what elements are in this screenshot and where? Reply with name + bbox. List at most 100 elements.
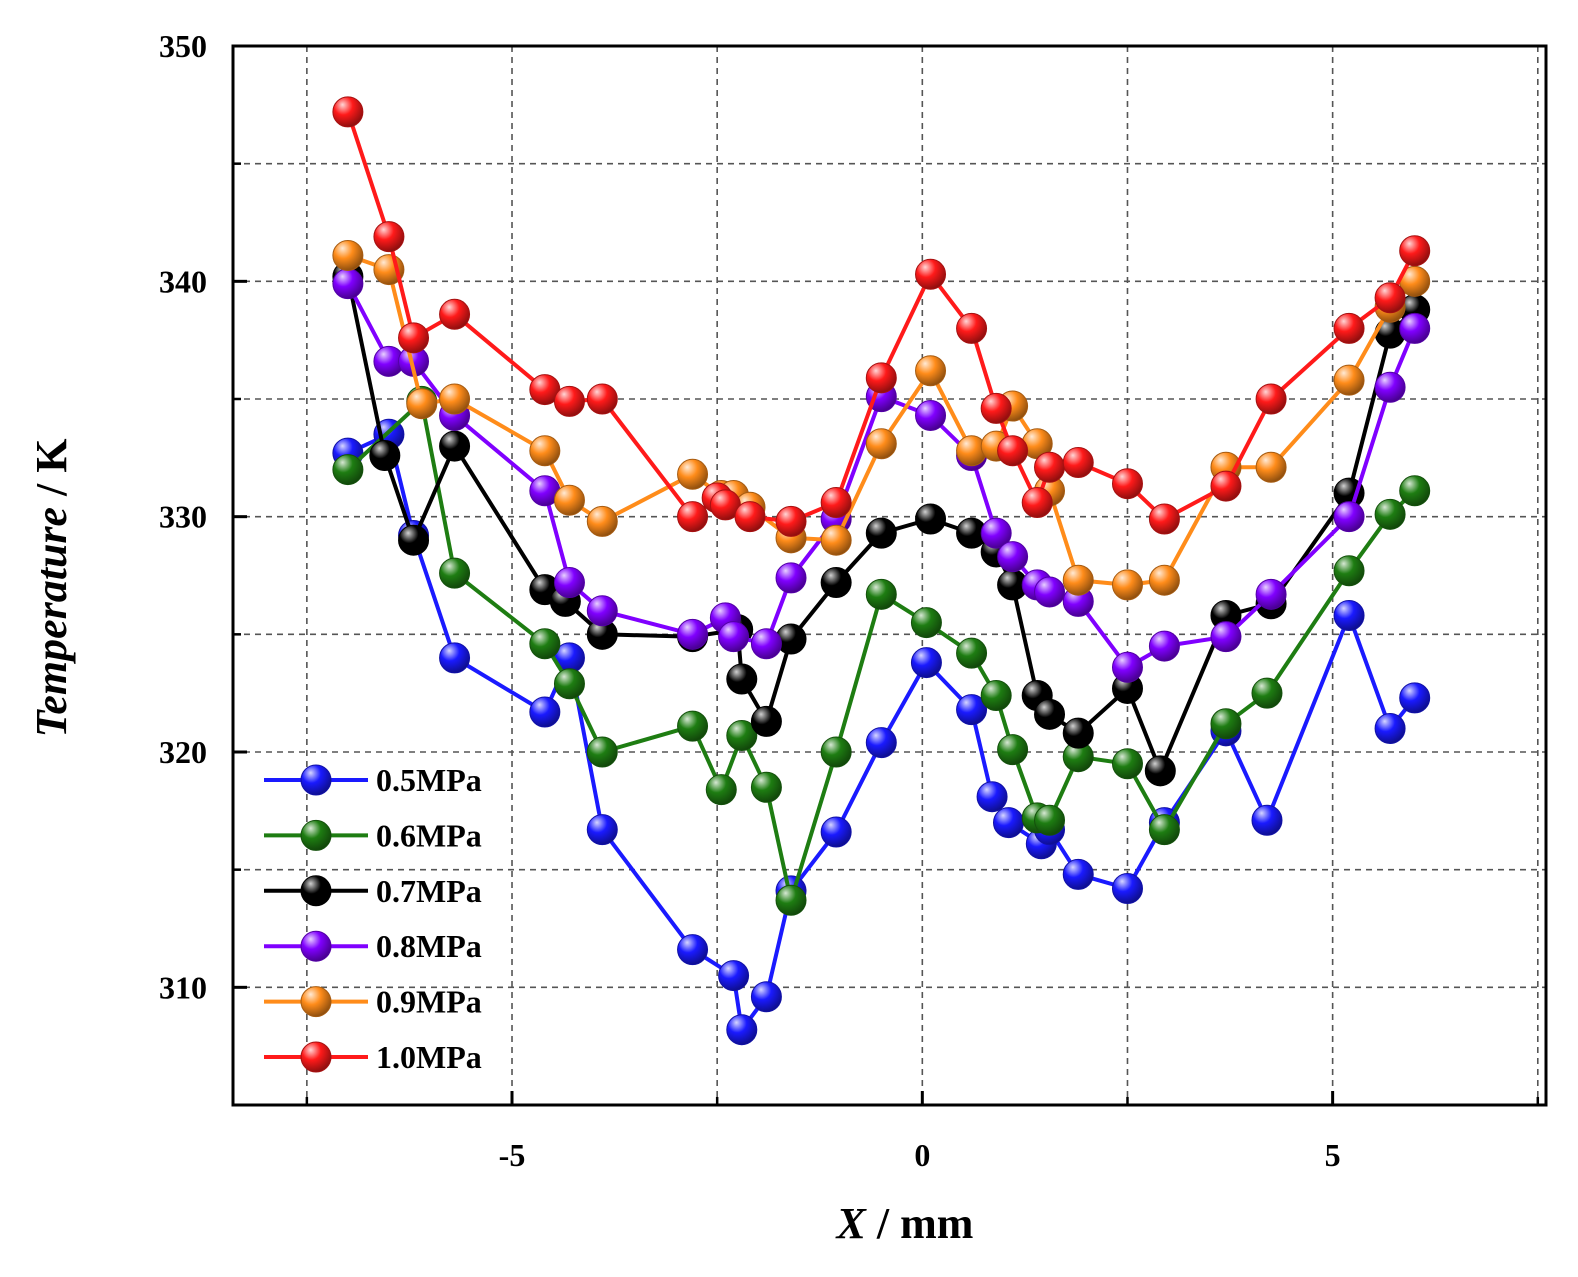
data-point bbox=[1062, 858, 1094, 890]
data-point bbox=[726, 1014, 758, 1046]
data-point bbox=[1111, 872, 1143, 904]
data-point bbox=[553, 668, 585, 700]
data-point bbox=[1111, 651, 1143, 683]
data-point bbox=[915, 503, 947, 535]
data-point bbox=[705, 774, 737, 806]
data-point bbox=[586, 505, 618, 537]
series-0.7MPa bbox=[332, 261, 1431, 787]
data-point bbox=[980, 680, 1012, 712]
data-point bbox=[997, 435, 1029, 467]
data-point bbox=[677, 501, 709, 533]
data-point bbox=[865, 578, 897, 610]
y-tick-label: 340 bbox=[159, 263, 207, 299]
y-tick-label: 330 bbox=[159, 499, 207, 535]
data-point bbox=[865, 727, 897, 759]
data-point bbox=[1399, 235, 1431, 267]
legend-item: 0.5MPa bbox=[264, 762, 482, 798]
data-point bbox=[439, 642, 471, 674]
data-point bbox=[1255, 578, 1287, 610]
axis-ticks bbox=[233, 44, 1540, 1107]
data-point bbox=[1255, 383, 1287, 415]
data-point bbox=[1251, 677, 1283, 709]
data-point bbox=[1111, 468, 1143, 500]
data-point bbox=[1111, 569, 1143, 601]
data-point bbox=[956, 637, 988, 669]
x-tick-label: 5 bbox=[1325, 1137, 1341, 1173]
series bbox=[332, 96, 1431, 1046]
data-point bbox=[332, 268, 364, 300]
data-point bbox=[1210, 708, 1242, 740]
x-tick-label: -5 bbox=[499, 1137, 526, 1173]
data-point bbox=[915, 355, 947, 387]
data-point bbox=[1399, 312, 1431, 344]
data-point bbox=[1148, 630, 1180, 662]
data-point bbox=[750, 628, 782, 660]
data-point bbox=[677, 618, 709, 650]
data-point bbox=[1210, 470, 1242, 502]
data-point bbox=[332, 239, 364, 271]
data-point bbox=[865, 517, 897, 549]
data-point bbox=[997, 734, 1029, 766]
data-point bbox=[820, 736, 852, 768]
data-point bbox=[439, 383, 471, 415]
data-point bbox=[915, 399, 947, 431]
data-point bbox=[398, 524, 430, 556]
data-point bbox=[865, 362, 897, 394]
data-point bbox=[775, 884, 807, 916]
data-point bbox=[586, 814, 618, 846]
y-tick-label: 310 bbox=[159, 969, 207, 1005]
series-1.0MPa bbox=[332, 96, 1431, 537]
legend-item: 0.6MPa bbox=[264, 817, 482, 853]
data-point bbox=[1034, 576, 1066, 608]
data-point bbox=[976, 781, 1008, 813]
data-point bbox=[1333, 312, 1365, 344]
y-axis-title: Temperature / K bbox=[27, 438, 76, 737]
data-point bbox=[1333, 555, 1365, 587]
data-point bbox=[750, 705, 782, 737]
legend: 0.5MPa 0.6MPa 0.7MPa 0.8MPa 0.9MPa 1.0MPa bbox=[264, 762, 482, 1075]
legend-item: 0.9MPa bbox=[264, 984, 482, 1020]
legend-label: 0.8MPa bbox=[376, 928, 482, 964]
data-point bbox=[553, 567, 585, 599]
data-point bbox=[1034, 698, 1066, 730]
data-point bbox=[439, 430, 471, 462]
legend-item: 1.0MPa bbox=[264, 1039, 482, 1075]
data-point bbox=[529, 628, 561, 660]
data-point bbox=[718, 960, 750, 992]
data-point bbox=[1034, 804, 1066, 836]
data-point bbox=[1148, 503, 1180, 535]
data-point bbox=[1255, 451, 1287, 483]
data-point bbox=[956, 694, 988, 726]
data-point bbox=[820, 816, 852, 848]
data-point bbox=[1148, 814, 1180, 846]
data-point bbox=[677, 710, 709, 742]
data-point bbox=[439, 298, 471, 330]
data-point bbox=[820, 567, 852, 599]
legend-label: 0.7MPa bbox=[376, 873, 482, 909]
legend-marker bbox=[300, 986, 332, 1018]
legend-item: 0.7MPa bbox=[264, 873, 482, 909]
legend-marker bbox=[300, 819, 332, 851]
series-line bbox=[347, 253, 1417, 587]
data-point bbox=[980, 392, 1012, 424]
data-point bbox=[1034, 451, 1066, 483]
data-point bbox=[1333, 600, 1365, 632]
data-point bbox=[997, 541, 1029, 573]
data-point bbox=[398, 322, 430, 354]
data-point bbox=[439, 557, 471, 589]
data-point bbox=[373, 221, 405, 253]
data-point bbox=[750, 771, 782, 803]
data-point bbox=[1374, 282, 1406, 314]
legend-item: 0.8MPa bbox=[264, 928, 482, 964]
data-point bbox=[1021, 487, 1053, 519]
data-point bbox=[820, 487, 852, 519]
data-point bbox=[1374, 498, 1406, 530]
data-point bbox=[992, 807, 1024, 839]
data-point bbox=[1333, 501, 1365, 533]
y-tick-label: 320 bbox=[159, 734, 207, 770]
data-point bbox=[980, 517, 1012, 549]
x-axis-title: X / mm bbox=[835, 1199, 974, 1248]
y-tick-label: 350 bbox=[159, 28, 207, 64]
data-point bbox=[586, 736, 618, 768]
